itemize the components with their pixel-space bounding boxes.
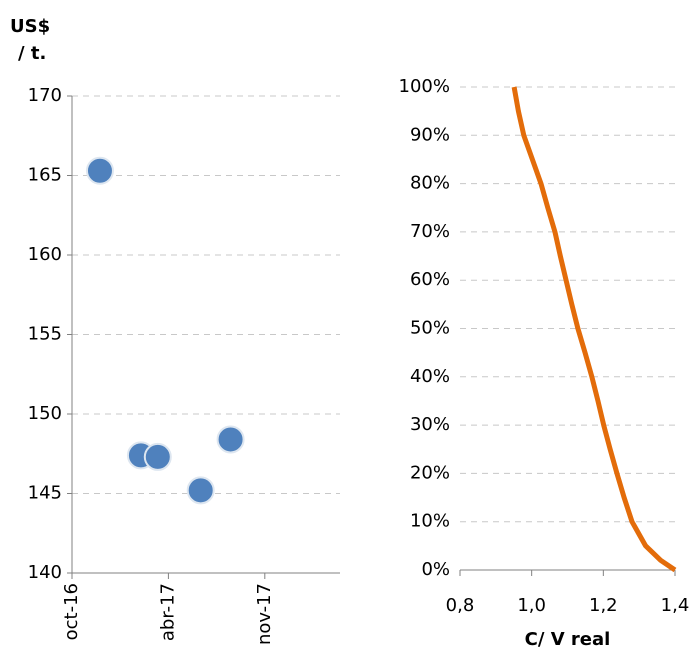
y-tick-label: 100%	[399, 76, 450, 97]
y-tick-label: 70%	[410, 221, 450, 242]
y-tick-label: 50%	[410, 318, 450, 339]
point	[143, 442, 172, 471]
x-tick-label: oct-16	[61, 583, 82, 640]
y-tick-label: 165	[28, 165, 62, 186]
line	[511, 86, 677, 573]
x-tick-label: 1,0	[517, 595, 546, 616]
point	[216, 425, 245, 454]
y-tick-label: 80%	[410, 173, 450, 194]
y-tick-label: 90%	[410, 124, 450, 145]
y-tick-label: 30%	[410, 414, 450, 435]
x-tick-label: 1,2	[589, 595, 618, 616]
y-tick-label: 140	[28, 562, 62, 583]
y-tick-label: 160	[28, 244, 62, 265]
point	[186, 476, 215, 505]
x-tick-label: nov-17	[254, 583, 275, 645]
y-tick-label: 145	[28, 483, 62, 504]
x-tick-label: 1,4	[661, 595, 690, 616]
y-tick-label: 40%	[410, 366, 450, 387]
x-tick-label: 0,8	[446, 595, 475, 616]
y-tick-label: 150	[28, 403, 62, 424]
y-tick-label: 0%	[421, 559, 450, 580]
x-tick-label: abr-17	[157, 583, 178, 641]
y-tick-label: 60%	[410, 269, 450, 290]
y-tick-label: 10%	[410, 511, 450, 532]
point	[85, 156, 114, 185]
y-axis-title: / t.	[18, 43, 46, 64]
x-axis-title: C/ V real	[525, 629, 611, 650]
y-tick-label: 170	[28, 85, 62, 106]
y-axis-title: US$	[10, 16, 50, 37]
y-tick-label: 155	[28, 324, 62, 345]
y-tick-label: 20%	[410, 462, 450, 483]
